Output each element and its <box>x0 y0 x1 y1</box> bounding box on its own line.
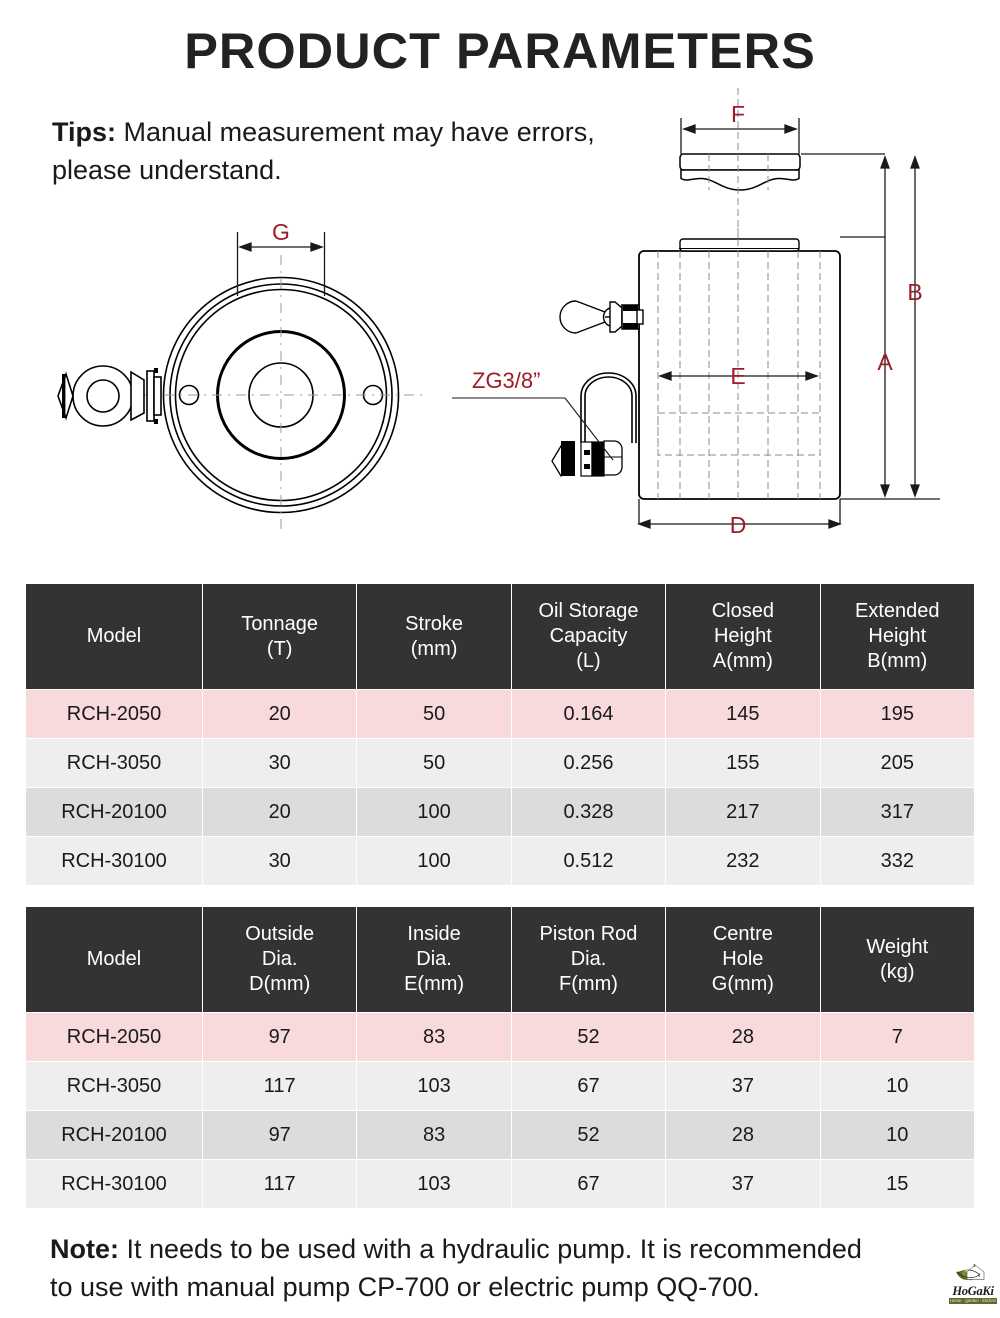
svg-text:F: F <box>731 101 745 127</box>
svg-text:B: B <box>907 279 922 305</box>
svg-text:A: A <box>877 349 893 375</box>
svg-text:D: D <box>730 512 747 538</box>
svg-text:E: E <box>730 363 745 389</box>
svg-text:ZG3/8”: ZG3/8” <box>472 368 540 393</box>
svg-text:G: G <box>272 219 290 245</box>
